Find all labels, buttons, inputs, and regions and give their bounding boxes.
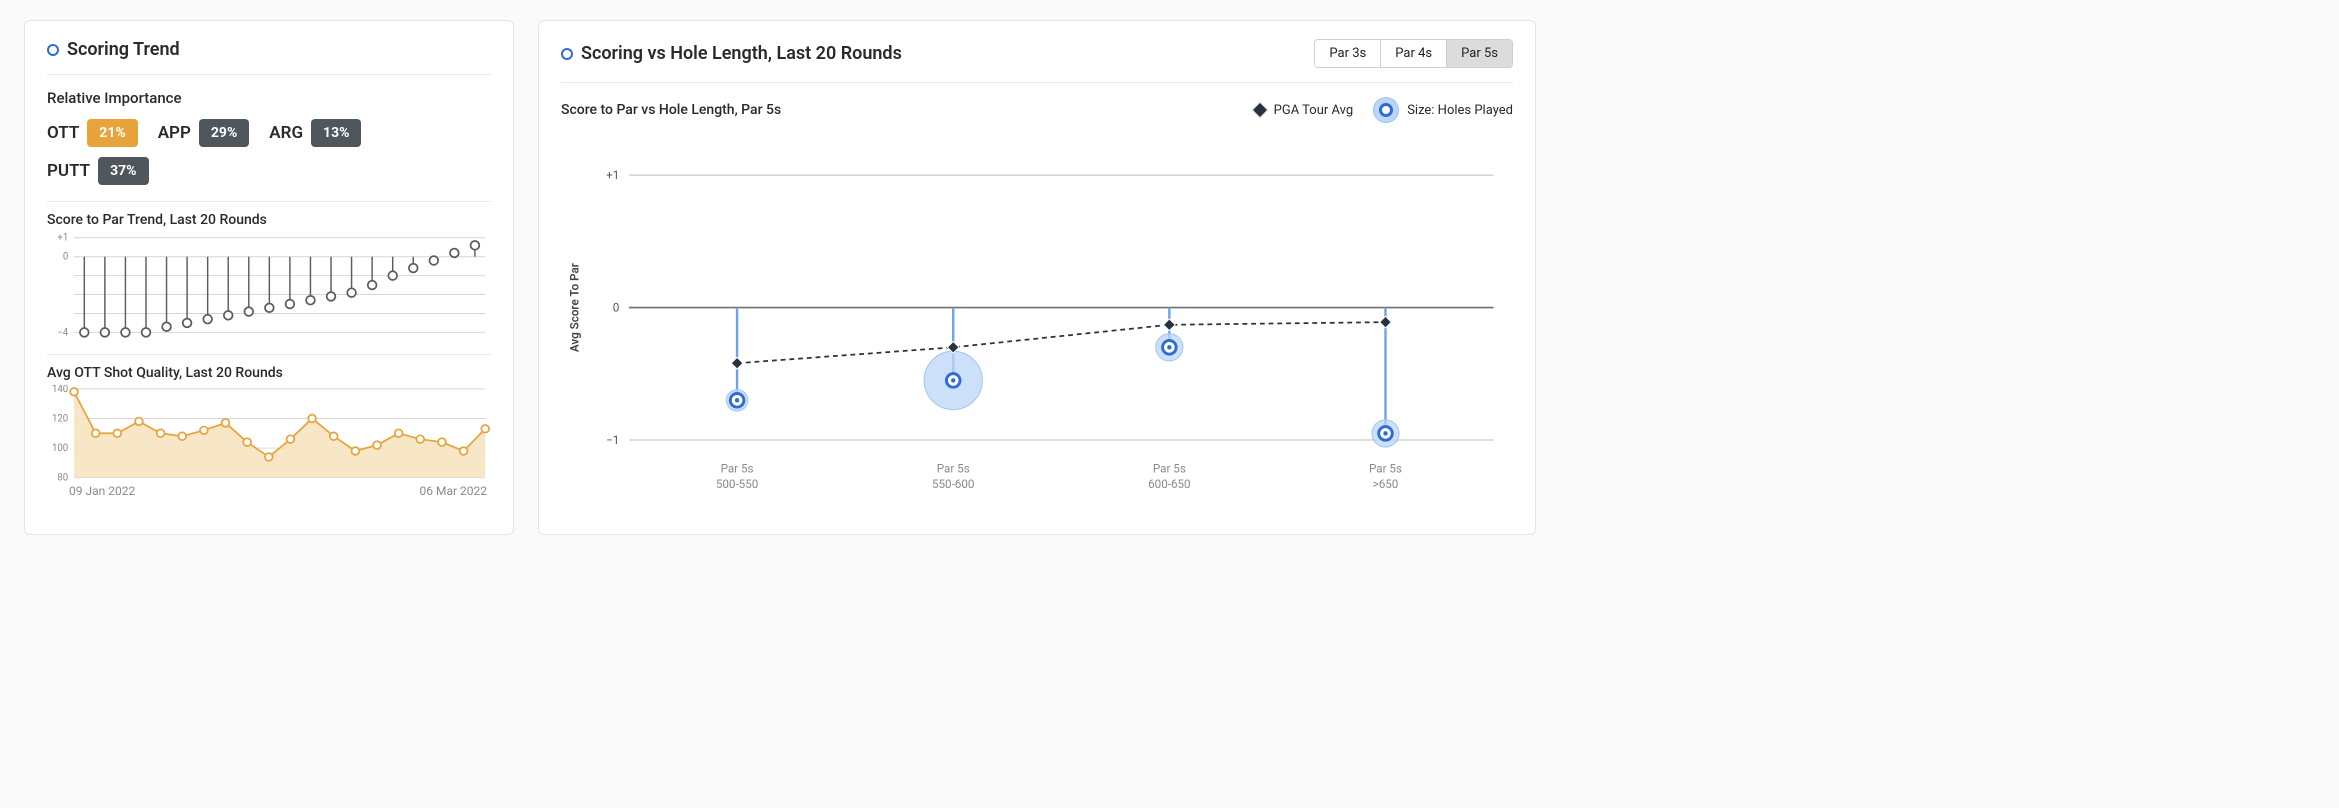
score-trend-title: Score to Par Trend, Last 20 Rounds <box>47 212 491 228</box>
card-header: Scoring vs Hole Length, Last 20 Rounds P… <box>561 39 1513 68</box>
bullet-icon <box>47 44 59 56</box>
svg-text:Par 5s: Par 5s <box>937 462 970 476</box>
scoring-vs-length-chart: Avg Score To Par+10−1Par 5s500-550Par 5s… <box>561 123 1513 512</box>
importance-item: PUTT 37% <box>47 157 149 185</box>
legend-label: PGA Tour Avg <box>1274 103 1354 118</box>
tab-par-4s[interactable]: Par 4s <box>1380 40 1446 67</box>
svg-text:>650: >650 <box>1373 477 1399 491</box>
importance-row: OTT 21% APP 29% ARG 13% PUTT 37% <box>47 119 491 185</box>
par-tab-group: Par 3sPar 4sPar 5s <box>1314 39 1513 68</box>
svg-text:Avg Score To Par: Avg Score To Par <box>567 262 581 352</box>
separator <box>47 201 491 202</box>
svg-text:140: 140 <box>52 385 68 395</box>
svg-text:Par 5s: Par 5s <box>1369 462 1402 476</box>
legend: PGA Tour Avg Size: Holes Played <box>1254 97 1513 123</box>
importance-item: APP 29% <box>158 119 250 147</box>
importance-label: PUTT <box>47 161 90 181</box>
importance-value-pill: 13% <box>311 119 361 147</box>
scoring-vs-length-card: Scoring vs Hole Length, Last 20 Rounds P… <box>538 20 1536 535</box>
card-header: Scoring Trend <box>47 39 491 60</box>
relative-importance-block: Relative Importance OTT 21% APP 29% ARG 13% PU… <box>47 89 491 185</box>
svg-text:0: 0 <box>63 252 68 263</box>
relative-importance-label: Relative Importance <box>47 89 491 107</box>
card-title: Scoring vs Hole Length, Last 20 Rounds <box>581 43 902 64</box>
svg-text:−4: −4 <box>57 327 69 338</box>
tab-par-5s[interactable]: Par 5s <box>1446 40 1512 67</box>
svg-text:+1: +1 <box>57 233 68 244</box>
separator <box>47 354 491 355</box>
svg-text:80: 80 <box>57 473 68 482</box>
score-trend-chart: +1 0 −4 <box>47 232 491 338</box>
importance-item: ARG 13% <box>269 119 361 147</box>
start-date: 09 Jan 2022 <box>69 484 135 498</box>
ott-quality-chart: 140 120 100 80 <box>47 385 491 482</box>
svg-text:−1: −1 <box>606 433 619 447</box>
bubble-icon <box>1373 97 1399 123</box>
legend-label: Size: Holes Played <box>1407 103 1513 118</box>
card-title: Scoring Trend <box>67 39 180 60</box>
legend-item-pga-avg: PGA Tour Avg <box>1254 103 1354 118</box>
ott-quality-title: Avg OTT Shot Quality, Last 20 Rounds <box>47 365 491 381</box>
separator <box>47 74 491 75</box>
importance-value-pill: 21% <box>87 119 137 147</box>
diamond-icon <box>1251 102 1268 119</box>
svg-text:120: 120 <box>52 414 68 425</box>
bullet-icon <box>561 48 573 60</box>
tab-par-3s[interactable]: Par 3s <box>1315 40 1380 67</box>
svg-text:+1: +1 <box>606 168 619 182</box>
svg-text:Par 5s: Par 5s <box>1153 462 1186 476</box>
svg-text:Par 5s: Par 5s <box>721 462 754 476</box>
importance-label: APP <box>158 123 191 143</box>
svg-text:100: 100 <box>52 443 68 454</box>
svg-text:500-550: 500-550 <box>716 477 758 491</box>
importance-label: ARG <box>269 123 303 143</box>
scoring-trend-card: Scoring Trend Relative Importance OTT 21%… <box>24 20 514 535</box>
importance-label: OTT <box>47 123 79 143</box>
subheader-row: Score to Par vs Hole Length, Par 5s PGA … <box>561 97 1513 123</box>
importance-value-pill: 29% <box>199 119 249 147</box>
legend-item-holes-played: Size: Holes Played <box>1373 97 1513 123</box>
svg-text:550-600: 550-600 <box>932 477 974 491</box>
svg-text:600-650: 600-650 <box>1148 477 1190 491</box>
end-date: 06 Mar 2022 <box>420 484 488 498</box>
separator <box>561 82 1513 83</box>
date-range: 09 Jan 2022 06 Mar 2022 <box>47 482 491 498</box>
importance-value-pill: 37% <box>98 157 148 185</box>
importance-item: OTT 21% <box>47 119 138 147</box>
chart-subtitle: Score to Par vs Hole Length, Par 5s <box>561 102 781 118</box>
svg-text:0: 0 <box>613 300 620 314</box>
